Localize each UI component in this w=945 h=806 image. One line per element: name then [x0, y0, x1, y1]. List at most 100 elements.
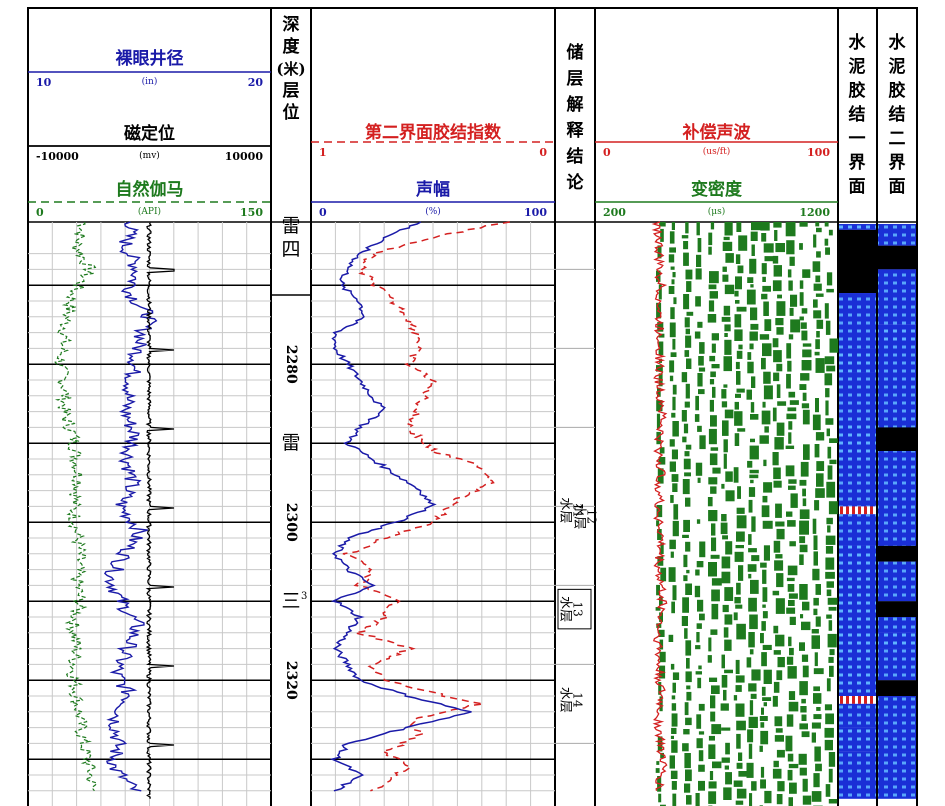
vdl-stripe	[736, 582, 741, 595]
vdl-stripe	[686, 691, 692, 701]
vdl-stripe	[670, 551, 674, 558]
vdl-stripe	[762, 401, 766, 408]
vdl-stripe	[685, 222, 689, 234]
vdl-stripe	[736, 531, 745, 542]
vdl-stripe	[773, 681, 780, 693]
vdl-stripe	[708, 791, 717, 804]
vdl-stripe	[710, 486, 717, 494]
vdl-stripe	[684, 753, 691, 769]
dt-scale-max: 100	[807, 146, 830, 159]
vdl-stripe	[669, 461, 676, 472]
vdl-stripe	[772, 768, 782, 779]
vdl-stripe	[658, 284, 662, 300]
vdl-stripe	[684, 350, 690, 357]
vdl-stripe	[671, 695, 676, 700]
interp-title-char: 结	[567, 146, 584, 167]
vdl-stripe	[789, 541, 796, 547]
vdl-stripe	[825, 784, 831, 797]
vdl-stripe	[723, 439, 728, 453]
vdl-stripe	[699, 541, 706, 558]
vdl-stripe	[669, 755, 675, 769]
vdl-stripe	[750, 414, 759, 420]
bond1-title-char: 一	[849, 129, 866, 149]
vdl-stripe	[751, 244, 755, 256]
depth-label: 2320	[283, 661, 299, 700]
vdl-stripe	[826, 581, 834, 588]
vdl-stripe	[669, 322, 676, 338]
vdl-stripe	[697, 373, 703, 387]
vdl-stripe	[725, 490, 735, 502]
vdl-stripe	[672, 585, 677, 601]
bond2-segment-good	[878, 632, 916, 649]
vdl-scale-max: 1200	[799, 206, 830, 219]
vdl-stripe	[787, 520, 796, 527]
vdl-stripe	[824, 238, 829, 246]
vdl-stripe	[813, 597, 819, 606]
depth-label: 2300	[283, 503, 299, 542]
gr-scale-max: 150	[240, 206, 263, 219]
bond2-title-char: 面	[889, 177, 906, 197]
vdl-stripe	[749, 649, 754, 655]
vdl-stripe	[683, 294, 690, 310]
vdl-stripe	[657, 322, 664, 332]
vdl-stripe	[748, 716, 758, 728]
vdl-stripe	[750, 231, 758, 241]
vdl-stripe	[790, 319, 801, 333]
vdl-stripe	[684, 628, 688, 639]
vdl-stripe	[786, 714, 794, 727]
bond2-segment-free	[878, 427, 916, 452]
bond2-segment-free	[878, 680, 916, 696]
vdl-stripe	[668, 567, 676, 582]
vdl-stripe	[828, 229, 833, 236]
vdl-stripe	[815, 616, 821, 627]
vdl-stripe	[721, 675, 728, 688]
vdl-stripe	[747, 564, 757, 572]
bond2-segment-texture	[878, 224, 916, 246]
vdl-stripe	[788, 763, 799, 769]
vdl-stripe	[684, 451, 690, 457]
vdl-stripe	[721, 727, 731, 731]
vdl-stripe	[828, 752, 836, 767]
vdl-stripe	[776, 327, 784, 335]
vdl-stripe	[686, 311, 694, 316]
vdl-stripe	[787, 407, 797, 412]
vdl-stripe	[722, 604, 729, 613]
vdl-stripe	[826, 678, 831, 692]
vdl-stripe	[685, 541, 691, 552]
vdl-stripe	[803, 444, 810, 460]
vdl-stripe	[763, 482, 773, 493]
vdl-stripe	[668, 634, 674, 642]
vdl-stripe	[708, 246, 712, 255]
vdl-stripe	[673, 504, 679, 520]
zone-label: 水层	[558, 687, 573, 713]
vdl-stripe	[711, 333, 719, 341]
vdl-stripe	[811, 791, 822, 802]
vdl-stripe	[708, 232, 713, 246]
vdl-stripe	[683, 729, 690, 735]
vdl-stripe	[787, 666, 797, 679]
vdl-stripe	[682, 597, 689, 613]
vdl-stripe	[786, 240, 795, 255]
vdl-stripe	[682, 479, 690, 495]
vdl-stripe	[788, 485, 796, 490]
bond1-segment-good	[839, 727, 876, 752]
vdl-stripe	[824, 704, 832, 711]
vdl-stripe	[760, 766, 765, 778]
vdl-stripe	[697, 599, 704, 612]
vdl-stripe	[671, 713, 678, 727]
vdl-stripe	[709, 271, 719, 284]
bond2-segment-texture	[878, 696, 916, 799]
vdl-stripe	[686, 569, 690, 574]
vdl-stripe	[813, 551, 818, 566]
vdl-stripe	[787, 269, 792, 278]
vdl-stripe	[786, 413, 797, 420]
vdl-stripe	[772, 695, 778, 707]
vdl-stripe	[825, 535, 836, 545]
bond2-title-char: 二	[889, 129, 906, 149]
vdl-stripe	[659, 612, 663, 622]
formation-label: 三	[281, 590, 300, 612]
vdl-stripe	[751, 555, 760, 562]
vdl-stripe	[816, 473, 824, 487]
vdl-stripe	[697, 677, 702, 689]
vdl-stripe	[696, 632, 700, 643]
